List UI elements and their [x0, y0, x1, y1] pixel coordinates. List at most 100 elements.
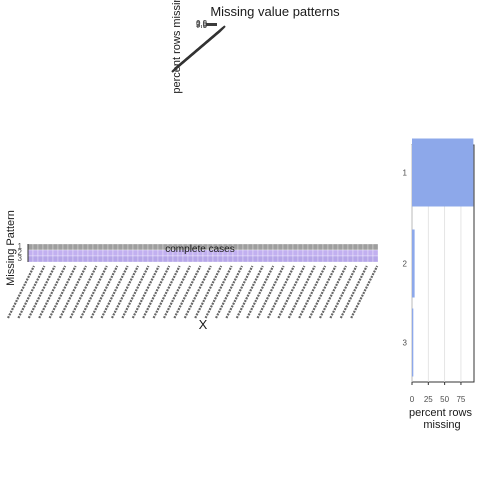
heatmap-cell	[287, 249, 294, 257]
heatmap-cell	[332, 249, 339, 257]
heatmap-cell	[42, 255, 49, 263]
heatmap-x-tick-label	[329, 265, 358, 319]
heatmap-x-tick-label	[69, 265, 98, 319]
right-chart-xlabel-line2: missing	[423, 419, 460, 431]
heatmap-cell	[142, 255, 149, 263]
right-x-tick-label: 0	[410, 395, 415, 404]
heatmap-cell	[352, 255, 359, 263]
heatmap-cell	[77, 249, 84, 257]
right-x-tick-label: 75	[456, 395, 465, 404]
pattern-heatmap: 123	[7, 242, 379, 319]
heatmap-cell	[372, 249, 379, 257]
heatmap-cell	[132, 249, 139, 257]
heatmap-cell	[67, 243, 74, 251]
heatmap-cell	[272, 243, 279, 251]
heatmap-cell	[252, 249, 259, 257]
heatmap-x-tick-label	[152, 265, 181, 319]
heatmap-cell	[27, 243, 34, 251]
heatmap-cell	[367, 255, 374, 263]
heatmap-cell	[347, 243, 354, 251]
top-x-tick-mark	[218, 25, 226, 33]
heatmap-cell	[272, 255, 279, 263]
heatmap-cell	[367, 249, 374, 257]
heatmap-x-tick-label	[173, 265, 202, 319]
heatmap-cell	[152, 255, 159, 263]
heatmap-cell	[362, 243, 369, 251]
heatmap-cell	[277, 249, 284, 257]
heatmap-cell	[352, 249, 359, 257]
top-bar	[206, 23, 217, 26]
heatmap-cell	[297, 255, 304, 263]
heatmap-cell	[77, 255, 84, 263]
top-y-tick-label: 5.0	[196, 20, 208, 29]
heatmap-x-tick-label	[319, 265, 347, 319]
pattern-percent-bar	[412, 308, 414, 377]
heatmap-cell	[52, 249, 59, 257]
top-y-tick-label: 2.5	[196, 20, 208, 29]
heatmap-cell	[237, 249, 244, 257]
heatmap-cell	[247, 243, 254, 251]
heatmap-cell	[27, 249, 34, 257]
pattern-tick-label: 3	[18, 254, 23, 263]
heatmap-cell	[357, 249, 364, 257]
heatmap-cell	[262, 249, 269, 257]
heatmap-cell	[47, 249, 54, 257]
heatmap-cell	[102, 255, 109, 263]
heatmap-cell	[312, 243, 319, 251]
heatmap-cell	[157, 243, 164, 251]
heatmap-cell	[297, 249, 304, 257]
heatmap-cell	[162, 255, 169, 263]
heatmap-x-tick-label	[163, 265, 191, 319]
heatmap-cell	[257, 255, 264, 263]
right-chart-xlabel: percent rows missing	[409, 407, 475, 431]
heatmap-cell	[362, 255, 369, 263]
heatmap-cell	[157, 255, 164, 263]
heatmap-cell	[337, 255, 344, 263]
heatmap-cell	[47, 243, 54, 251]
heatmap-x-tick-label	[100, 265, 129, 319]
heatmap-cell	[27, 255, 34, 263]
heatmap-cell	[327, 255, 334, 263]
heatmap-cell	[357, 243, 364, 251]
heatmap-cell	[207, 255, 214, 263]
heatmap-cell	[372, 243, 379, 251]
heatmap-cell	[282, 249, 289, 257]
heatmap-cell	[217, 255, 224, 263]
heatmap-cell	[117, 243, 124, 251]
top-missing-bar-chart: 0.02.55.07.5	[171, 19, 226, 73]
heatmap-cell	[367, 243, 374, 251]
heatmap-cell	[237, 255, 244, 263]
heatmap-cell	[57, 243, 64, 251]
heatmap-x-tick-label	[59, 265, 87, 319]
heatmap-cell	[67, 249, 74, 257]
heatmap-cell	[127, 249, 134, 257]
heatmap-cell	[137, 249, 144, 257]
heatmap-cell	[57, 255, 64, 263]
heatmap-cell	[262, 243, 269, 251]
heatmap-cell	[97, 255, 104, 263]
heatmap-cell	[347, 255, 354, 263]
heatmap-x-tick-label	[225, 265, 254, 319]
heatmap-cell	[342, 249, 349, 257]
pattern-percent-bar	[412, 138, 474, 207]
heatmap-cell	[232, 255, 239, 263]
heatmap-cell	[297, 243, 304, 251]
heatmap-cell	[117, 249, 124, 257]
heatmap-cell	[37, 249, 44, 257]
heatmap-cell	[32, 249, 39, 257]
heatmap-cell	[137, 255, 144, 263]
heatmap-cell	[52, 255, 59, 263]
heatmap-cell	[42, 243, 49, 251]
heatmap-cell	[192, 255, 199, 263]
heatmap-x-tick-label	[298, 265, 327, 319]
heatmap-cell	[92, 255, 99, 263]
heatmap-x-tick-label	[90, 265, 119, 319]
heatmap-cell	[87, 255, 94, 263]
heatmap-cell	[307, 243, 314, 251]
heatmap-cell	[152, 249, 159, 257]
heatmap-cell	[132, 255, 139, 263]
heatmap-cell	[247, 255, 254, 263]
heatmap-cell	[142, 243, 149, 251]
heatmap-cell	[352, 243, 359, 251]
